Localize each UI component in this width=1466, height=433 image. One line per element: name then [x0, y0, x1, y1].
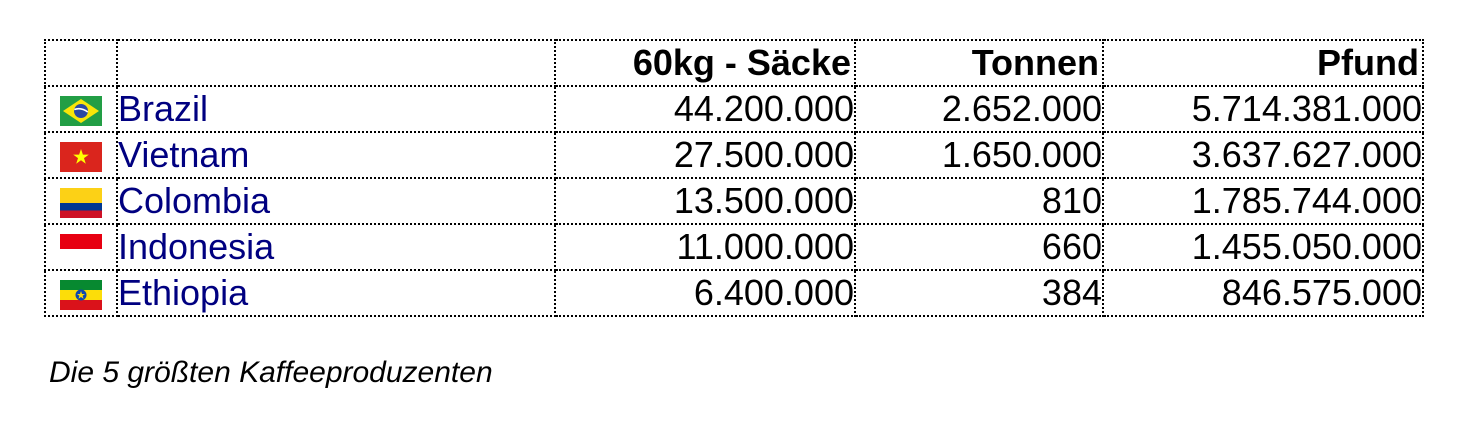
tonnes-cell: 384: [854, 269, 1104, 317]
sacks-cell: 6.400.000: [554, 269, 856, 317]
flag-cell: [44, 177, 118, 225]
country-link[interactable]: Brazil: [116, 85, 556, 133]
pounds-cell: 5.714.381.000: [1102, 85, 1424, 133]
header-pounds: Pfund: [1102, 39, 1424, 87]
tonnes-cell: 2.652.000: [854, 85, 1104, 133]
header-country: [116, 39, 556, 87]
coffee-producers-table: 60kg - Säcke Tonnen Pfund Brazil 44.200.…: [44, 39, 1424, 317]
flag-cell: [44, 131, 118, 179]
flag-ethiopia-icon: [60, 280, 102, 311]
flag-colombia-icon: [60, 188, 102, 219]
country-link[interactable]: Ethiopia: [116, 269, 556, 317]
flag-cell: [44, 85, 118, 133]
header-flag: [44, 39, 118, 87]
tonnes-cell: 660: [854, 223, 1104, 271]
sacks-cell: 27.500.000: [554, 131, 856, 179]
country-link[interactable]: Indonesia: [116, 223, 556, 271]
flag-indonesia-icon: [60, 234, 102, 265]
country-link[interactable]: Vietnam: [116, 131, 556, 179]
sacks-cell: 44.200.000: [554, 85, 856, 133]
table-row: Brazil 44.200.000 2.652.000 5.714.381.00…: [44, 85, 1424, 133]
tonnes-cell: 810: [854, 177, 1104, 225]
pounds-cell: 1.455.050.000: [1102, 223, 1424, 271]
header-sacks: 60kg - Säcke: [554, 39, 856, 87]
flag-cell: [44, 223, 118, 271]
flag-brazil-icon: [60, 96, 102, 127]
table-row: Vietnam 27.500.000 1.650.000 3.637.627.0…: [44, 131, 1424, 179]
table-caption: Die 5 größten Kaffeeproduzenten: [49, 356, 493, 389]
pounds-cell: 3.637.627.000: [1102, 131, 1424, 179]
table-row: Colombia 13.500.000 810 1.785.744.000: [44, 177, 1424, 225]
flag-vietnam-icon: [60, 142, 102, 173]
country-link[interactable]: Colombia: [116, 177, 556, 225]
sacks-cell: 11.000.000: [554, 223, 856, 271]
flag-cell: [44, 269, 118, 317]
table-header-row: 60kg - Säcke Tonnen Pfund: [44, 39, 1424, 87]
table-row: Indonesia 11.000.000 660 1.455.050.000: [44, 223, 1424, 271]
header-tonnes: Tonnen: [854, 39, 1104, 87]
pounds-cell: 1.785.744.000: [1102, 177, 1424, 225]
table-row: Ethiopia 6.400.000 384 846.575.000: [44, 269, 1424, 317]
sacks-cell: 13.500.000: [554, 177, 856, 225]
pounds-cell: 846.575.000: [1102, 269, 1424, 317]
tonnes-cell: 1.650.000: [854, 131, 1104, 179]
